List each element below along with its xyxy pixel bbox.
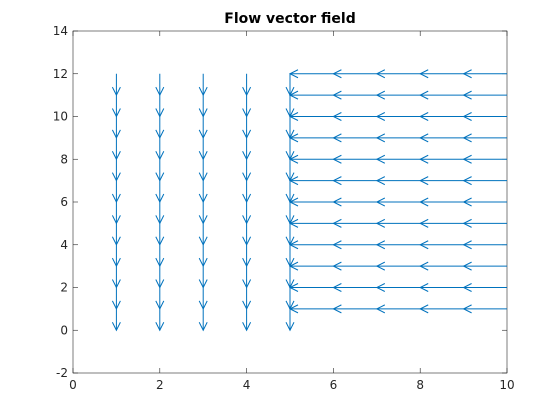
y-tick-label: 6 xyxy=(60,195,68,209)
x-tick-label: 2 xyxy=(156,378,164,392)
vector-arrow xyxy=(242,308,252,332)
y-tick-label: -2 xyxy=(56,366,68,380)
y-tick-label: 12 xyxy=(53,67,68,81)
y-tick-label: 10 xyxy=(53,110,68,124)
vector-arrows xyxy=(111,69,507,332)
x-tick-label: 8 xyxy=(416,378,424,392)
y-tick-label: 14 xyxy=(53,24,68,38)
y-tick-label: 2 xyxy=(60,281,68,295)
y-tick-label: 4 xyxy=(60,238,68,252)
x-tick-label: 4 xyxy=(243,378,251,392)
vector-arrow xyxy=(155,308,165,332)
x-tick-label: 0 xyxy=(69,378,77,392)
y-tick-label: 8 xyxy=(60,152,68,166)
vector-arrow xyxy=(285,308,295,332)
x-tick-label: 10 xyxy=(499,378,514,392)
x-tick-label: 6 xyxy=(330,378,338,392)
vector-arrow xyxy=(111,308,121,332)
chart-title: Flow vector field xyxy=(224,11,356,27)
y-tick-label: 0 xyxy=(60,323,68,337)
vector-arrow xyxy=(198,308,208,332)
